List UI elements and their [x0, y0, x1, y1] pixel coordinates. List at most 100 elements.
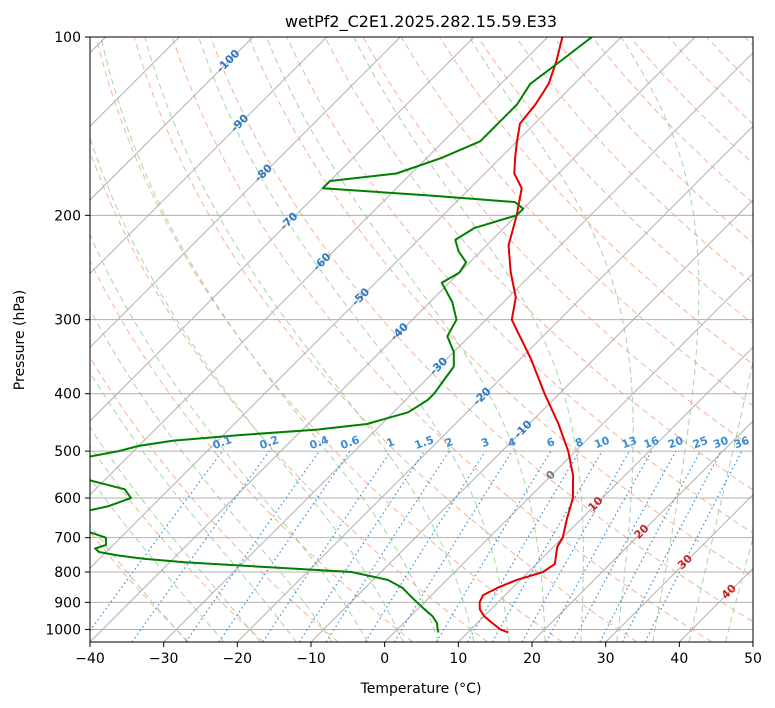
moist-adiabat-line: [725, 536, 753, 642]
mixing-ratio-line: [298, 450, 425, 642]
mixing-ratio-line: [435, 450, 552, 642]
dry-adiabat-line: [324, 37, 753, 491]
x-tick-label: 20: [523, 651, 541, 667]
mixing-ratio-line: [466, 450, 580, 642]
isotherm-line: [605, 493, 753, 642]
mixing-ratio-label: 6: [545, 435, 557, 450]
moist-adiabat-line: [90, 524, 188, 642]
mixing-ratio-label: 2: [443, 435, 455, 450]
isotherm-line: [384, 272, 753, 642]
data-series: [90, 37, 593, 634]
plot-area: -100-90-80-70-60-50-40-30-20-10010203040…: [90, 37, 753, 642]
mixing-ratio-line: [599, 450, 702, 642]
mixing-ratio-label: 8: [573, 435, 585, 450]
isotherm-line: [90, 37, 328, 275]
mixing-ratio-line: [364, 450, 486, 642]
y-tick-label: 600: [54, 491, 81, 507]
mixing-ratio-label: 20: [666, 434, 685, 452]
mixing-ratio-line: [393, 450, 513, 642]
chart-title: wetPf2_C2E1.2025.282.15.59.E33: [285, 12, 557, 32]
x-tick-label: 50: [744, 651, 762, 667]
isotherm-line: [90, 37, 401, 349]
x-tick-label: −30: [149, 651, 179, 667]
y-tick-label: 500: [54, 444, 81, 460]
mixing-ratio-label: 0.2: [258, 433, 281, 452]
x-tick-label: 40: [670, 651, 688, 667]
mixing-ratio-line: [262, 450, 392, 642]
y-tick-label: 800: [54, 565, 81, 581]
mixing-ratio-label: 10: [593, 434, 612, 452]
y-tick-label: 100: [54, 30, 81, 46]
y-tick-label: 1000: [45, 622, 81, 638]
x-tick-label: 0: [380, 651, 389, 667]
y-tick-label: 900: [54, 595, 81, 611]
isotherm-line: [236, 125, 753, 642]
x-tick-label: −10: [296, 651, 326, 667]
moist-adiabat-line: [90, 233, 369, 642]
mixing-ratio-line: [218, 450, 351, 642]
moist-adiabat-line: [100, 37, 439, 642]
dewpoint-series-line: [90, 37, 593, 633]
mixing-ratio-label: 25: [691, 434, 710, 451]
isotherm-line: [90, 37, 254, 201]
dry-adiabat-line: [171, 37, 712, 642]
isotherm-line: [90, 37, 696, 642]
dry-adiabat-line: [133, 37, 638, 642]
mixing-ratio-label: 1: [385, 435, 397, 450]
mixing-ratio-label: 30: [711, 434, 730, 452]
y-tick-label: 200: [54, 208, 81, 224]
x-tick-label: 10: [449, 651, 467, 667]
y-axis-title: Pressure (hPa): [12, 290, 28, 390]
mixing-ratio-label: 0.1: [211, 433, 234, 452]
mixing-ratio-label: 4: [506, 435, 518, 450]
moist-adiabat-line: [90, 136, 404, 642]
moist-adiabat-line: [90, 477, 225, 642]
dry-adiabat-line: [286, 37, 753, 534]
isotherm-line: [163, 51, 753, 642]
isotherm-line: [457, 346, 753, 642]
dry-adiabat-line: [515, 37, 753, 284]
mixing-ratio-label: 0.6: [339, 433, 362, 452]
mixing-ratio-label: 3: [479, 435, 491, 450]
dry-adiabat-line: [90, 259, 414, 642]
x-tick-label: −20: [223, 651, 253, 667]
x-tick-label: 30: [597, 651, 615, 667]
dry-adiabat-line: [95, 37, 563, 642]
mixing-ratio-label: 1.5: [413, 433, 436, 452]
x-axis: −40 −30 −20 −10 0 10 20 30 40 50: [75, 642, 762, 667]
y-tick-label: 300: [54, 313, 81, 329]
plot-frame: [89, 36, 754, 643]
moist-adiabat-line: [144, 37, 475, 642]
y-axis: 100 200 300 400 500 600 700 800 900 1000: [45, 30, 90, 638]
mixing-ratio-line: [185, 450, 320, 642]
mixing-ratio-label: 0.4: [308, 433, 331, 452]
dry-adiabat-line: [248, 37, 753, 578]
moist-adiabat-line: [688, 358, 753, 642]
mixing-ratio-line: [325, 450, 450, 642]
mixing-ratio-label: 13: [620, 434, 639, 451]
isotherm-line: [531, 420, 753, 642]
y-tick-label: 400: [54, 387, 81, 403]
mixing-ratio-lines: [90, 450, 743, 642]
isotherm-line: [310, 199, 753, 642]
temperature-series-line: [478, 37, 575, 634]
moist-adiabat-line: [198, 37, 510, 642]
isotherm-line: [90, 37, 622, 570]
x-tick-label: −40: [75, 651, 105, 667]
mixing-ratio-label: 36: [732, 434, 751, 452]
mixing-ratio-label: 16: [642, 434, 661, 452]
moist-adiabat-line: [90, 371, 297, 642]
pressure-gridlines: [90, 37, 753, 630]
moist-adiabat-line: [620, 37, 700, 642]
isotherm-line: [90, 37, 549, 496]
isotherm-line: [90, 37, 475, 422]
isotherms: [90, 37, 753, 642]
moist-adiabat-line: [90, 426, 261, 642]
moist-adiabat-line: [265, 37, 546, 642]
mixing-ratio-line: [572, 450, 677, 642]
moist-adiabat-line: [90, 308, 333, 642]
x-axis-title: Temperature (°C): [360, 681, 482, 697]
dry-adiabat-line: [210, 37, 753, 623]
